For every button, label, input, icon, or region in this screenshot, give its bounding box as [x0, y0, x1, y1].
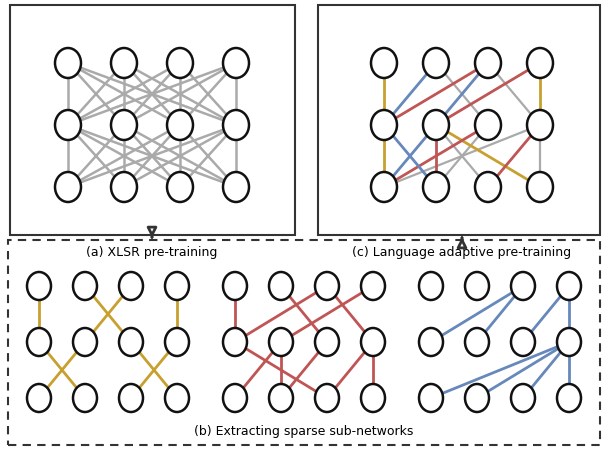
Text: (a) XLSR pre-training: (a) XLSR pre-training [86, 245, 218, 258]
Ellipse shape [269, 328, 293, 356]
Ellipse shape [475, 49, 501, 79]
Ellipse shape [269, 273, 293, 300]
Ellipse shape [361, 328, 385, 356]
Ellipse shape [465, 384, 489, 412]
Ellipse shape [371, 111, 397, 141]
Ellipse shape [419, 384, 443, 412]
Text: (c) Language adaptive pre-training: (c) Language adaptive pre-training [353, 245, 572, 258]
Ellipse shape [27, 384, 51, 412]
Ellipse shape [527, 111, 553, 141]
Ellipse shape [557, 328, 581, 356]
Ellipse shape [419, 273, 443, 300]
Ellipse shape [55, 172, 81, 202]
Ellipse shape [55, 111, 81, 141]
Ellipse shape [73, 328, 97, 356]
Ellipse shape [557, 273, 581, 300]
Ellipse shape [27, 273, 51, 300]
Ellipse shape [371, 49, 397, 79]
Ellipse shape [223, 111, 249, 141]
Ellipse shape [167, 111, 193, 141]
Text: (b) Extracting sparse sub-networks: (b) Extracting sparse sub-networks [195, 424, 413, 437]
Ellipse shape [73, 273, 97, 300]
Ellipse shape [223, 273, 247, 300]
Ellipse shape [119, 273, 143, 300]
Ellipse shape [527, 49, 553, 79]
Ellipse shape [465, 273, 489, 300]
Ellipse shape [167, 172, 193, 202]
Ellipse shape [511, 328, 535, 356]
Ellipse shape [55, 49, 81, 79]
Ellipse shape [423, 111, 449, 141]
Ellipse shape [165, 384, 189, 412]
Bar [318, 6, 600, 236]
Ellipse shape [371, 172, 397, 202]
Ellipse shape [423, 172, 449, 202]
Ellipse shape [361, 384, 385, 412]
Ellipse shape [167, 49, 193, 79]
Ellipse shape [511, 384, 535, 412]
Ellipse shape [165, 328, 189, 356]
Ellipse shape [119, 384, 143, 412]
Ellipse shape [165, 273, 189, 300]
Ellipse shape [557, 384, 581, 412]
Ellipse shape [111, 49, 137, 79]
Ellipse shape [223, 384, 247, 412]
Ellipse shape [423, 49, 449, 79]
Ellipse shape [527, 172, 553, 202]
Ellipse shape [27, 328, 51, 356]
Ellipse shape [111, 111, 137, 141]
Ellipse shape [119, 328, 143, 356]
Ellipse shape [111, 172, 137, 202]
Ellipse shape [223, 328, 247, 356]
Ellipse shape [511, 273, 535, 300]
Ellipse shape [315, 384, 339, 412]
Ellipse shape [315, 328, 339, 356]
Ellipse shape [315, 273, 339, 300]
Ellipse shape [223, 49, 249, 79]
Ellipse shape [419, 328, 443, 356]
Ellipse shape [475, 111, 501, 141]
Ellipse shape [73, 384, 97, 412]
Bar [8, 241, 600, 445]
Ellipse shape [269, 384, 293, 412]
Ellipse shape [465, 328, 489, 356]
Ellipse shape [475, 172, 501, 202]
Ellipse shape [361, 273, 385, 300]
Bar [10, 6, 295, 236]
Ellipse shape [223, 172, 249, 202]
